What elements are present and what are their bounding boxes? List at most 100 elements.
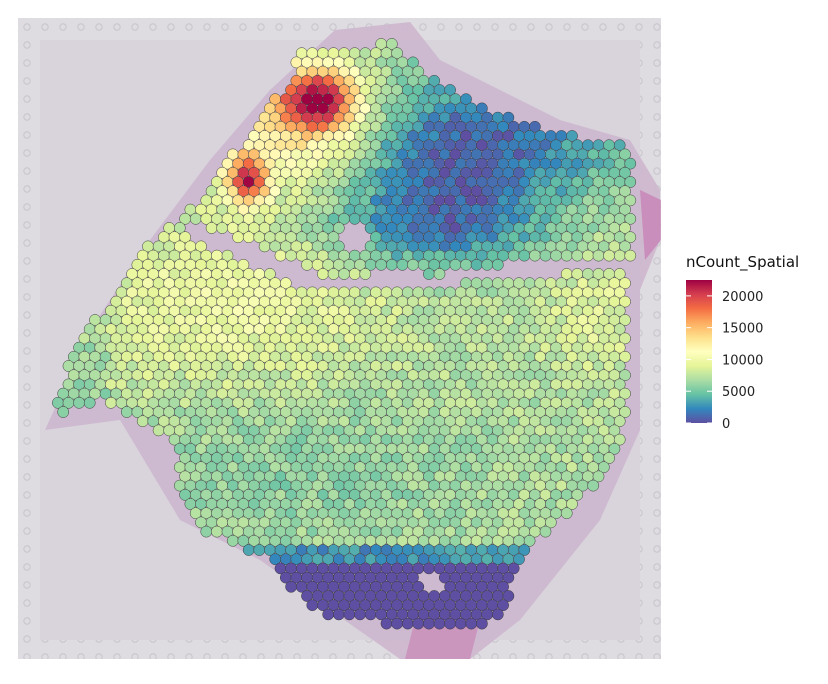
spot (348, 212, 361, 225)
spot (73, 396, 85, 409)
spot (624, 176, 637, 188)
spot (322, 608, 335, 621)
spot (57, 406, 70, 418)
spot (460, 93, 472, 106)
spot (120, 406, 133, 418)
spot (481, 258, 494, 271)
spot (338, 268, 350, 280)
spot (343, 608, 356, 621)
legend-ticks: 0 5000 10000 15000 20000 (686, 290, 763, 432)
spot (608, 424, 621, 437)
legend-tick-label: 10000 (722, 353, 763, 368)
spot (195, 240, 207, 253)
spot (407, 56, 419, 69)
spot (613, 415, 626, 428)
spot (232, 231, 244, 244)
spot (332, 608, 345, 621)
spot (253, 544, 266, 556)
spot (476, 617, 488, 630)
spot (152, 424, 165, 437)
spot (613, 249, 626, 262)
spot (136, 415, 149, 428)
spot (359, 268, 372, 280)
spot (412, 580, 425, 593)
spot (507, 562, 520, 575)
spot (216, 222, 229, 234)
spot (571, 249, 584, 262)
spot (423, 268, 435, 280)
spot (597, 461, 610, 474)
spot (566, 130, 578, 142)
spot (470, 258, 483, 271)
spot (582, 249, 594, 262)
spot (332, 240, 345, 253)
spot (502, 590, 515, 602)
spot (264, 268, 276, 280)
legend: nCount_Spatial 0 5000 10000 15000 20000 (686, 253, 799, 432)
spots-layer (52, 38, 637, 630)
spot (619, 166, 631, 179)
spot (433, 617, 446, 630)
spot (237, 258, 250, 271)
spot (523, 534, 536, 547)
spot (407, 571, 419, 584)
spot (433, 268, 446, 280)
spot (179, 231, 191, 244)
spot (624, 157, 637, 170)
spot (619, 369, 631, 382)
spot (518, 544, 531, 556)
spot (518, 249, 531, 262)
spot (380, 617, 393, 630)
spot (619, 387, 631, 400)
spot (285, 249, 297, 262)
legend-colorbar (686, 280, 712, 423)
spot (613, 396, 626, 409)
spot (391, 617, 403, 630)
spot (258, 240, 271, 253)
spot (444, 617, 456, 630)
spot (613, 304, 626, 317)
legend-tick-label: 15000 (722, 322, 763, 337)
spot (348, 268, 361, 280)
spot (619, 148, 631, 161)
spot (327, 268, 340, 280)
legend-tick-label: 5000 (722, 385, 755, 400)
spot (211, 525, 223, 538)
spot (423, 562, 435, 575)
legend-title: nCount_Spatial (686, 253, 799, 272)
spot (613, 323, 626, 336)
spot (449, 258, 462, 271)
spot (221, 249, 234, 262)
spot (624, 194, 637, 207)
spot (375, 258, 388, 271)
spot (560, 507, 573, 520)
spot (242, 544, 255, 556)
spot (364, 608, 377, 621)
spot (385, 258, 398, 271)
spot (385, 38, 398, 50)
spot (242, 231, 255, 244)
spot (539, 249, 552, 262)
spot (460, 258, 472, 271)
spot (613, 341, 626, 354)
spot (529, 120, 541, 133)
spot (619, 277, 631, 290)
spot (619, 295, 631, 308)
spot (613, 286, 626, 299)
spot (571, 488, 584, 501)
spot (332, 222, 345, 234)
spot (529, 249, 541, 262)
spot (619, 222, 631, 234)
spot (624, 249, 637, 262)
spot (401, 617, 414, 630)
spot (592, 249, 605, 262)
spot (423, 617, 435, 630)
spot (502, 111, 515, 124)
spot (624, 212, 637, 225)
spot (513, 553, 525, 566)
spot (317, 268, 329, 280)
spot (226, 534, 239, 547)
spot (454, 617, 467, 630)
spot (544, 516, 557, 529)
